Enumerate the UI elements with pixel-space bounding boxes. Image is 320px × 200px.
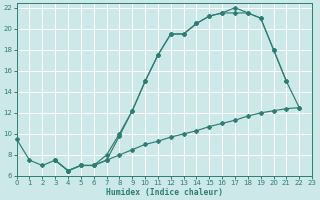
X-axis label: Humidex (Indice chaleur): Humidex (Indice chaleur) <box>106 188 223 197</box>
